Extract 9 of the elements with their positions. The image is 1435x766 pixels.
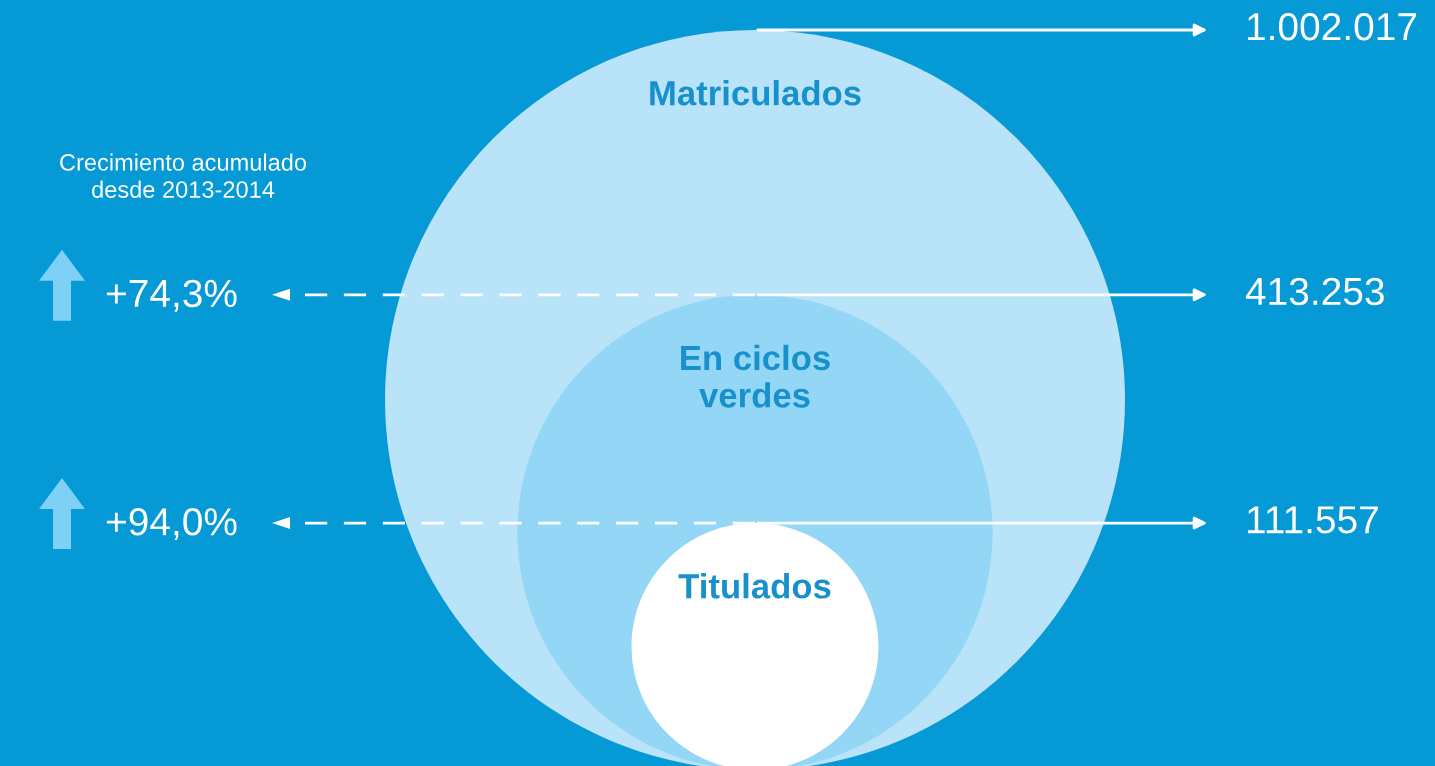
data-label: 1.002.017 [1247, 12, 1417, 41]
text: +94,0% [106, 507, 237, 541]
text: +74,3% [106, 279, 237, 312]
text: Crecimiento acumulado desde 2013-2014 [60, 153, 307, 198]
data-label: 413.253 [1245, 277, 1384, 306]
data-label: 111.557 [1247, 506, 1378, 534]
category-label: Titulados [678, 573, 831, 599]
category-label: En ciclos verdes [681, 344, 830, 408]
category-label: Matriculados [650, 80, 861, 106]
